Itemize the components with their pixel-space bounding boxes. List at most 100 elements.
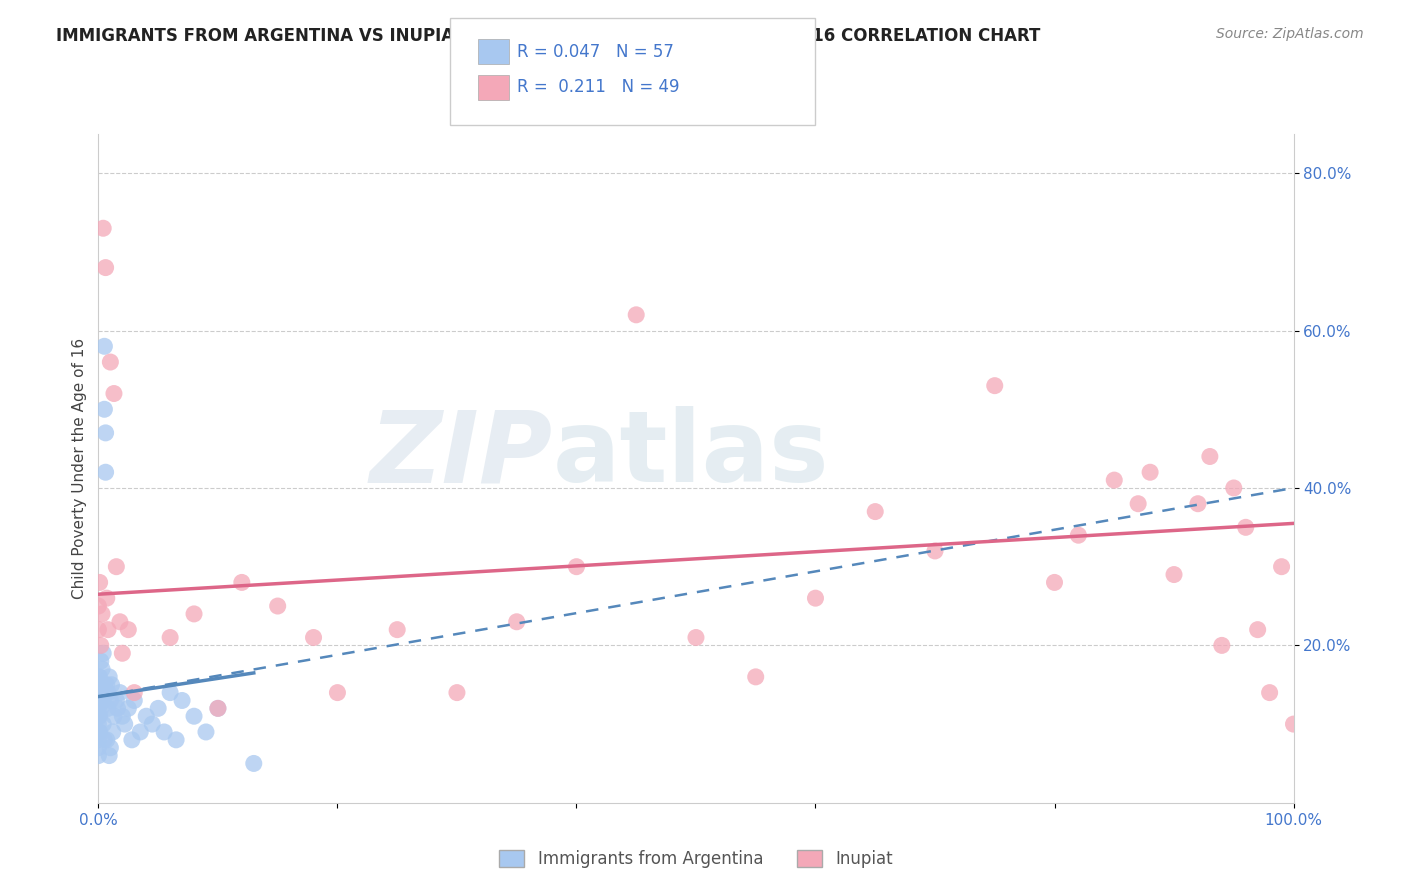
Point [108,615,131,629]
Point [87,701,110,715]
Point [1222,481,1246,495]
Point [94,425,117,440]
Point [87,623,110,637]
Point [89,575,111,590]
Point [194,725,217,739]
Point [93,732,115,747]
Point [100,678,122,692]
Point [103,709,125,723]
Point [159,685,181,699]
Point [1282,717,1305,731]
Point [117,623,139,637]
Point [1163,567,1185,582]
Point [1246,623,1268,637]
Point [98,740,122,755]
Point [97,701,120,715]
Point [87,670,110,684]
Point [165,732,187,747]
Point [101,725,124,739]
Point [91,646,114,660]
Point [98,355,122,369]
Point [90,654,112,668]
Point [91,662,114,676]
Point [103,386,125,401]
Point [1187,497,1209,511]
Point [172,693,194,707]
Point [446,685,468,699]
Point [121,732,143,747]
Point [565,559,588,574]
Point [87,748,110,763]
Point [148,701,170,715]
Point [105,693,128,707]
Point [91,221,114,235]
Point [243,756,266,771]
Point [1139,465,1161,479]
Legend: Immigrants from Argentina, Inupiat: Immigrants from Argentina, Inupiat [492,843,900,875]
Point [385,623,409,637]
Point [93,402,115,417]
Point [91,693,114,707]
Point [87,709,110,723]
Point [107,701,129,715]
Point [1102,473,1125,487]
Point [129,725,152,739]
Point [804,591,827,606]
Point [141,717,163,731]
Point [124,685,146,699]
Point [96,591,118,606]
Point [183,709,205,723]
Point [87,732,110,747]
Point [745,670,768,684]
Point [89,709,111,723]
Point [87,717,110,731]
Point [1067,528,1090,542]
Point [863,505,886,519]
Point [105,559,128,574]
Point [111,709,134,723]
Point [91,685,114,699]
Point [89,670,111,684]
Point [1271,559,1294,574]
Point [98,670,121,684]
Y-axis label: Child Poverty Under the Age of 16: Child Poverty Under the Age of 16 [72,338,87,599]
Point [108,685,131,699]
Point [114,717,136,731]
Point [207,701,229,715]
Point [91,717,114,731]
Text: R =  0.211   N = 49: R = 0.211 N = 49 [517,78,681,96]
Point [924,544,946,558]
Point [231,575,253,590]
Point [90,678,112,692]
Point [183,607,205,621]
Point [87,740,110,755]
Point [685,631,707,645]
Point [93,339,115,353]
Point [1258,685,1281,699]
Point [87,693,110,707]
Text: ZIP: ZIP [370,407,553,503]
Point [1128,497,1150,511]
Point [90,639,112,653]
Point [96,678,118,692]
Point [98,693,122,707]
Point [96,732,118,747]
Point [983,378,1005,392]
Point [111,646,134,660]
Point [124,693,146,707]
Point [93,678,115,692]
Point [89,725,111,739]
Point [1234,520,1257,534]
Point [89,693,111,707]
Point [1211,639,1233,653]
Text: atlas: atlas [553,407,830,503]
Point [117,701,139,715]
Point [135,709,157,723]
Point [98,748,121,763]
Text: R = 0.047   N = 57: R = 0.047 N = 57 [517,43,675,61]
Point [87,725,110,739]
Point [159,631,181,645]
Point [153,725,176,739]
Point [90,701,112,715]
Point [506,615,529,629]
